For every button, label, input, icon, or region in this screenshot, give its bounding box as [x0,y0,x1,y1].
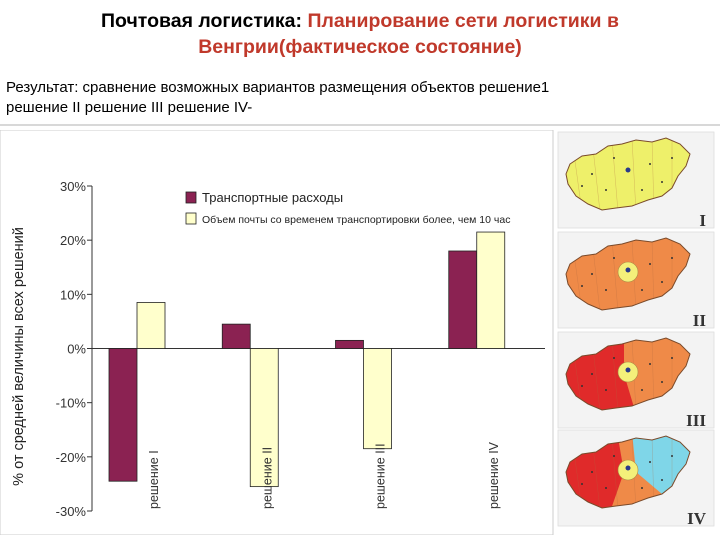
bar-transport-costs [108,348,138,482]
bar-mail-volume [136,302,166,349]
maps-panel: I II III IV [556,130,720,540]
y-tick-label: 20% [60,233,86,248]
title-part-1: Почтовая логистика [101,10,296,32]
y-tick-label: -20% [56,450,87,465]
legend-entry: Транспортные расходы [202,190,343,205]
city-dot [671,455,673,457]
city-dot [671,157,673,159]
map-1 [557,131,715,229]
y-axis-label: % от средней величины всех решений [11,227,27,486]
district-line [611,138,619,210]
map-outline [565,435,691,509]
legend-swatch [185,191,197,204]
bar-transport-costs [335,339,364,349]
legend-entry: Объем почты со временем транспортировки … [202,214,510,226]
map-label: IV [687,509,707,528]
slide-title: Почтовая логистика: Планирование сети ло… [10,8,710,60]
map-4 [557,429,715,527]
district-line [631,138,637,210]
city-dot [581,385,583,387]
title-part-2: Планирование сети логистики в [307,10,619,32]
map-outline [565,337,691,411]
y-tick-label: -30% [56,504,87,519]
capital-dot [625,267,631,273]
chart-plot-area: -30% -20% -10% 0% 10% 20% 30% % от средней вели… [11,179,545,519]
city-dot [649,263,651,265]
city-dot [591,173,593,175]
city-dot [641,289,643,291]
subtitle-line-2: решение II решение III решение IV- [6,99,253,116]
map-3 [557,331,715,429]
city-dot [661,381,663,383]
city-dot [605,289,607,291]
city-dot [613,157,615,159]
city-dot [671,257,673,259]
capital-dot [625,367,631,373]
city-dot [591,273,593,275]
bar-transport-costs [448,250,478,349]
map-label: III [686,411,706,430]
capital-dot [625,465,631,471]
city-dot [661,281,663,283]
city-dot [613,455,615,457]
city-dot [581,285,583,287]
capital-dot [625,167,631,173]
district-line [611,338,619,410]
city-dot [605,189,607,191]
city-dot [641,487,643,489]
city-dot [613,257,615,259]
category-label: решение I [147,450,161,509]
bar-mail-volume [363,348,392,450]
city-dot [649,163,651,165]
city-dot [591,471,593,473]
category-label: решение II [260,447,274,509]
city-dot [581,483,583,485]
city-dot [591,373,593,375]
city-dot [613,357,615,359]
category-label: решение IV [487,441,501,509]
city-dot [581,185,583,187]
y-tick-label: 10% [60,287,86,302]
subtitle-line-1: Результат: сравнение возможных вариантов… [6,79,550,96]
city-dot [641,189,643,191]
district-line [611,238,619,310]
bar-mail-volume [476,231,506,349]
city-dot [671,357,673,359]
y-tick-label: 30% [60,179,86,194]
category-label: решение III [374,443,388,509]
map-label: I [699,211,706,230]
city-dot [641,389,643,391]
title-part-3: Венгрии(фактическое состояние) [198,36,522,58]
slide-subtitle: Результат: сравнение возможных вариантов… [6,78,706,118]
district-line [611,436,619,508]
title-separator: : [295,10,308,32]
city-dot [649,461,651,463]
map-2 [557,231,715,329]
city-dot [605,389,607,391]
map-label: II [693,311,707,330]
city-dot [661,479,663,481]
city-dot [649,363,651,365]
divider [0,124,720,126]
bar-mail-volume [249,348,279,488]
map-outline [565,137,691,211]
y-tick-label: 0% [67,342,86,357]
city-dot [661,181,663,183]
bar-chart: -30% -20% -10% 0% 10% 20% 30% % от средней вели… [0,130,554,535]
map-outline [565,237,691,311]
y-tick-label: -10% [56,396,87,411]
legend-swatch [185,212,197,225]
city-dot [605,487,607,489]
bar-transport-costs [221,323,251,349]
